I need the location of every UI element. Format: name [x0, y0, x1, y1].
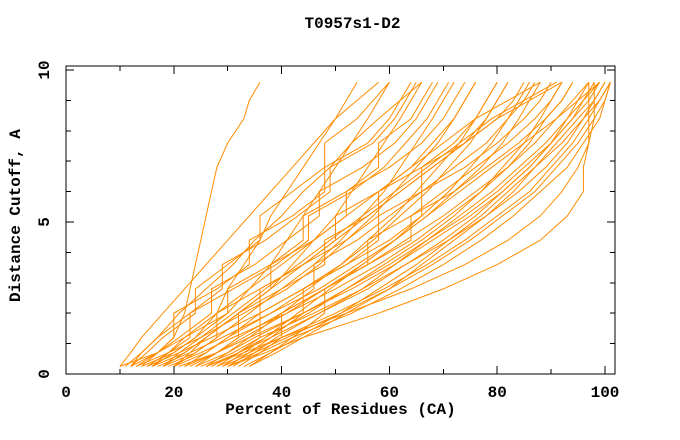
model-line	[119, 81, 390, 367]
model-line	[168, 81, 574, 367]
tick-labels: 0 20 40 60 80 100 0 5 10	[36, 60, 619, 402]
x-tick-label: 0	[61, 384, 71, 402]
plot-frame	[65, 65, 616, 375]
model-line	[184, 81, 530, 367]
x-tick-label: 20	[164, 384, 183, 402]
x-tick-label: 100	[591, 384, 620, 402]
model-line	[173, 81, 563, 367]
chart-title: T0957s1-D2	[304, 15, 401, 33]
model-line	[232, 81, 600, 367]
model-line	[216, 81, 611, 367]
model-line	[238, 81, 563, 367]
y-tick-label: 5	[36, 217, 54, 227]
model-line	[151, 81, 541, 367]
y-tick-label: 0	[36, 369, 54, 379]
model-line	[135, 81, 477, 367]
model-line	[227, 82, 611, 367]
model-line	[173, 81, 498, 367]
model-line	[184, 81, 498, 367]
model-line	[243, 81, 611, 367]
model-line	[205, 82, 595, 367]
axis-ticks	[65, 66, 615, 375]
model-line	[211, 81, 595, 367]
model-line	[124, 81, 417, 367]
model-line	[222, 81, 600, 367]
model-line	[249, 81, 606, 367]
model-line	[130, 81, 261, 367]
model-line	[130, 81, 390, 367]
model-line	[135, 81, 439, 367]
model-line	[216, 81, 536, 367]
model-line	[195, 81, 563, 367]
y-axis-title: Distance Cutoff, A	[7, 129, 25, 302]
model-line	[227, 82, 590, 367]
x-tick-label: 60	[380, 384, 399, 402]
model-line	[162, 81, 557, 367]
series-lines	[119, 81, 611, 367]
model-line	[205, 81, 590, 367]
model-line	[222, 82, 611, 367]
x-tick-label: 40	[272, 384, 291, 402]
model-line	[146, 81, 509, 367]
model-line	[141, 81, 412, 367]
x-axis-title: Percent of Residues (CA)	[225, 401, 456, 419]
x-tick-label: 80	[488, 384, 507, 402]
model-line	[205, 81, 525, 367]
model-line	[200, 81, 606, 367]
model-line	[173, 81, 477, 367]
model-line	[227, 81, 552, 367]
model-line	[141, 81, 358, 367]
y-tick-label: 10	[36, 60, 54, 79]
model-line	[130, 81, 423, 367]
model-line	[189, 81, 590, 367]
model-line	[119, 81, 379, 367]
